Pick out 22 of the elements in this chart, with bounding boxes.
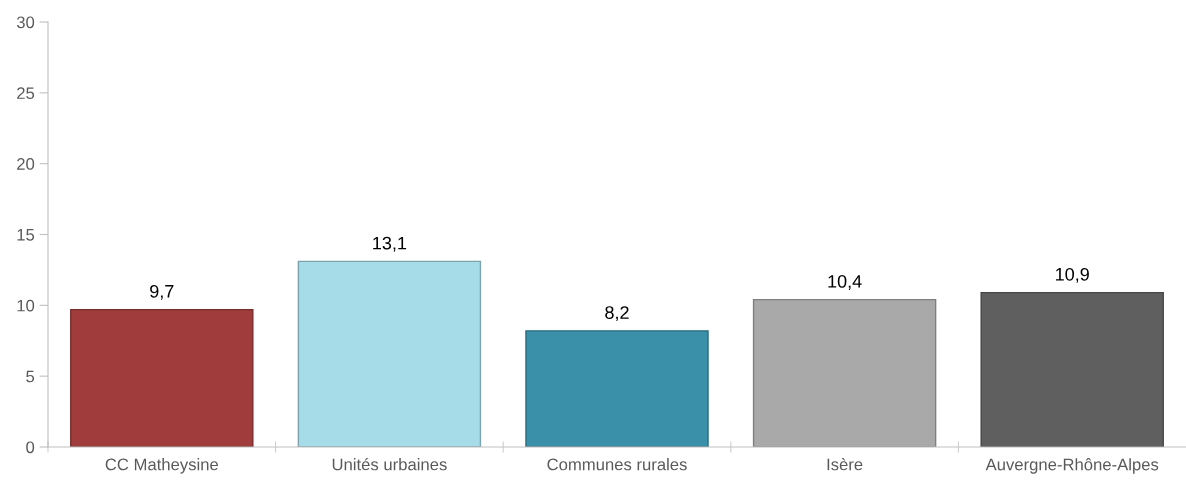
x-tick-label: Communes rurales — [547, 458, 687, 471]
y-tick-label: 10 — [17, 299, 35, 312]
y-tick-label: 5 — [26, 370, 35, 383]
y-tick-label: 15 — [17, 229, 35, 241]
data-label: 10,9 — [1056, 267, 1089, 283]
bar — [752, 298, 937, 447]
x-tick-label: CC Matheysine — [105, 458, 219, 474]
x-tick-label: Auvergne-Rhône-Alpes — [985, 458, 1159, 474]
data-label: 13,1 — [373, 236, 407, 252]
y-tick-label: 30 — [16, 16, 35, 29]
y-tick-label: 25 — [17, 87, 35, 100]
x-tick-label: Unités urbaines — [332, 457, 447, 471]
data-label: 10,4 — [828, 274, 862, 290]
data-label: 8,2 — [605, 306, 629, 322]
y-tick-label: 20 — [17, 158, 35, 170]
bar — [980, 291, 1164, 447]
bar — [525, 330, 709, 447]
bar — [70, 308, 254, 447]
y-tick-label: 0 — [26, 441, 35, 454]
data-label: 9,7 — [150, 284, 174, 300]
bar — [297, 260, 482, 447]
x-tick-label: Isère — [827, 457, 863, 471]
